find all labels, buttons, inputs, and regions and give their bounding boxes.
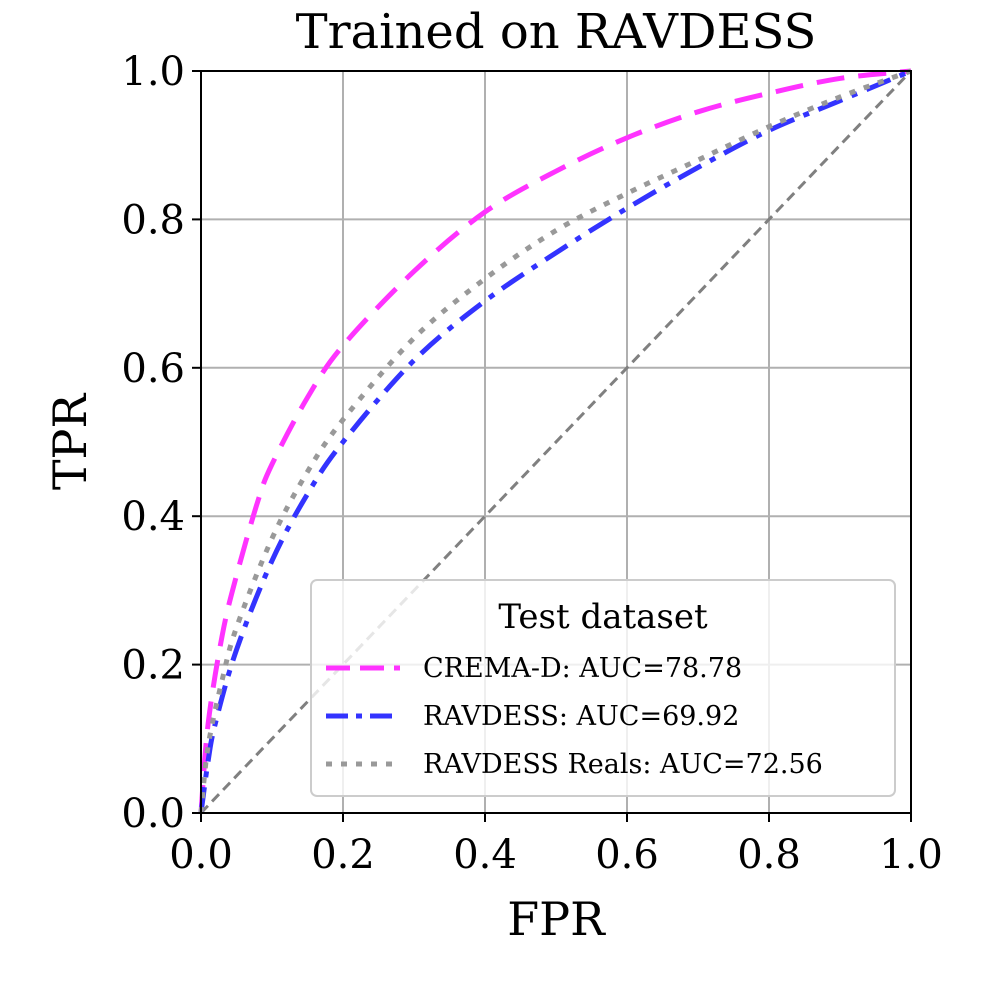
x-tick-label: 0.8 <box>737 832 801 878</box>
y-tick-label: 0.4 <box>121 494 185 540</box>
x-tick-label: 1.0 <box>879 832 943 878</box>
series-group <box>198 68 912 814</box>
y-tick-label: 0.0 <box>121 791 185 837</box>
legend-label-ravdess-reals: RAVDESS Reals: AUC=72.56 <box>423 749 823 780</box>
x-tick-label: 0.2 <box>311 832 375 878</box>
plot-frame <box>200 70 912 814</box>
chance-line-group <box>199 69 913 815</box>
chance-line <box>199 69 913 815</box>
x-tick-label: 0.6 <box>595 832 659 878</box>
series-line-2 <box>198 68 912 814</box>
legend-label-ravdess: RAVDESS: AUC=69.92 <box>423 701 739 732</box>
series-line-1 <box>198 68 912 814</box>
legend: Test dataset CREMA-D: AUC=78.78 RAVDESS:… <box>310 579 896 797</box>
x-tick-label: 0.4 <box>453 832 517 878</box>
y-tick-label: 1.0 <box>121 49 185 95</box>
chart-title: Trained on RAVDESS <box>296 4 817 60</box>
x-tick-label: 0.0 <box>169 832 233 878</box>
legend-title: Test dataset <box>498 597 708 637</box>
series-line-0 <box>198 68 912 814</box>
y-axis-label: TPR <box>43 393 97 491</box>
tick-group: 0.0 0.2 0.4 0.6 0.8 1.0 0.0 0.2 0.4 0.6 0.8 1.0 <box>121 49 942 878</box>
legend-box <box>310 579 896 797</box>
y-tick-label: 0.6 <box>121 346 185 392</box>
y-tick-label: 0.2 <box>121 643 185 689</box>
y-tick-label: 0.8 <box>121 197 185 243</box>
legend-label-crema-d: CREMA-D: AUC=78.78 <box>423 653 742 684</box>
x-axis-label: FPR <box>507 892 606 946</box>
